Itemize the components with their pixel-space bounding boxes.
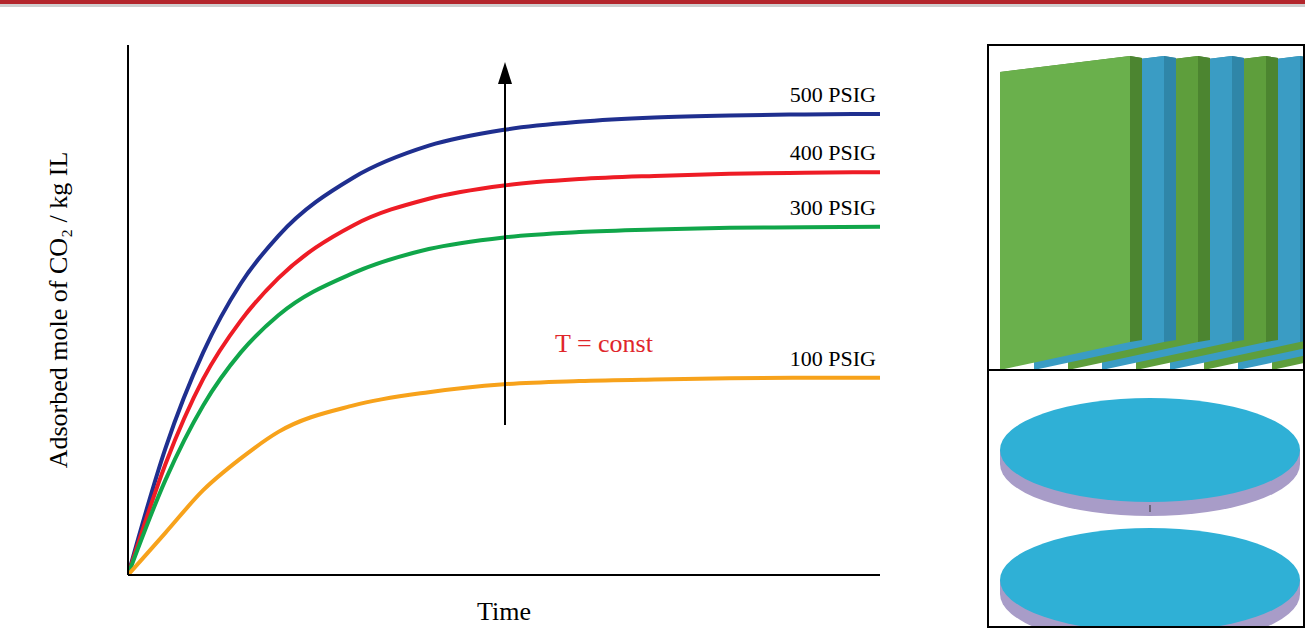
svg-text:Time: Time — [477, 597, 531, 626]
svg-text:100 PSIG: 100 PSIG — [790, 346, 876, 371]
svg-text:T = const: T = const — [555, 329, 654, 358]
svg-text:400 PSIG: 400 PSIG — [790, 140, 876, 165]
svg-text:300 PSIG: 300 PSIG — [790, 195, 876, 220]
svg-text:Adsorbed mole of CO₂ / kg IL: Adsorbed mole of CO₂ / kg IL — [44, 152, 73, 469]
svg-text:500 PSIG: 500 PSIG — [790, 82, 876, 107]
